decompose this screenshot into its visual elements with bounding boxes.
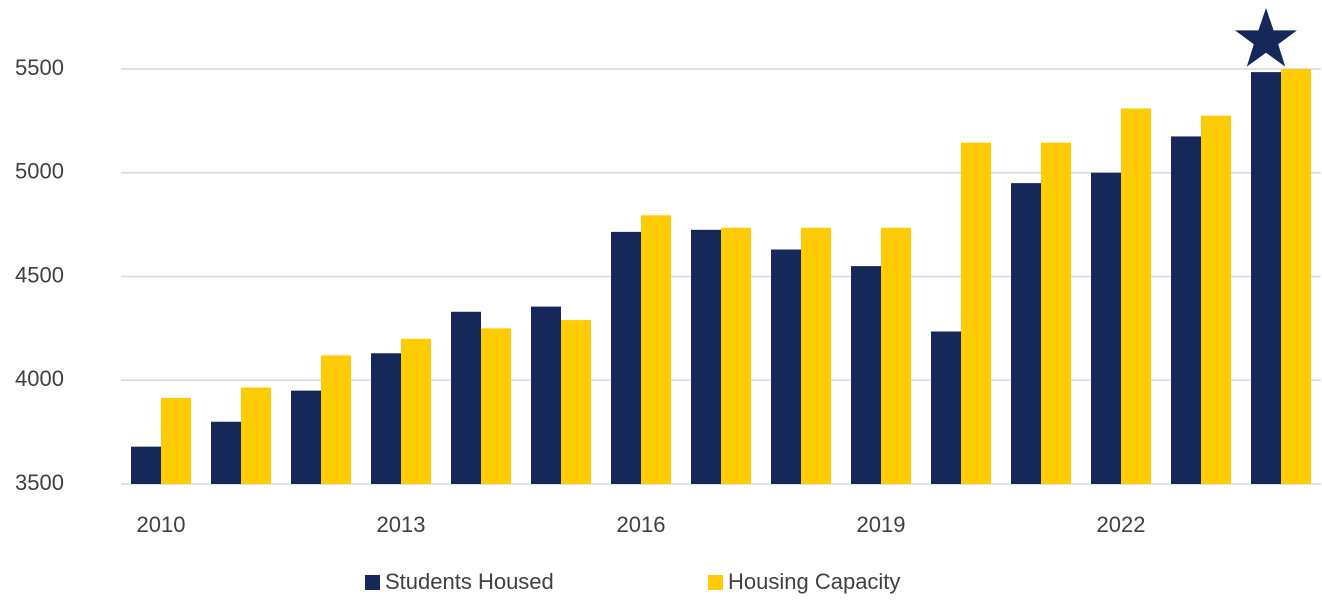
bar (371, 353, 401, 484)
bar (611, 231, 641, 484)
x-tick-label: 2016 (617, 512, 666, 537)
bar (291, 390, 321, 484)
legend-swatch (365, 575, 380, 590)
bar (851, 266, 881, 484)
bar (131, 446, 161, 484)
bar (881, 227, 911, 485)
star-marker (1235, 8, 1297, 67)
x-tick-label: 2019 (857, 512, 906, 537)
bar (931, 331, 961, 484)
bar (1201, 115, 1231, 484)
x-tick-label: 2010 (137, 512, 186, 537)
bar (1251, 72, 1281, 485)
bar (691, 229, 721, 484)
bar (321, 355, 351, 484)
bar (451, 311, 481, 484)
bar (771, 249, 801, 484)
bar (801, 227, 831, 485)
y-tick-label: 5000 (15, 159, 64, 184)
bar (531, 306, 561, 484)
x-tick-label: 2022 (1097, 512, 1146, 537)
bar (1011, 183, 1041, 484)
bar (561, 320, 591, 484)
bar (1281, 69, 1311, 484)
x-tick-label: 2013 (377, 512, 426, 537)
bar (241, 387, 271, 484)
bar (1121, 108, 1151, 485)
bar (1171, 136, 1201, 484)
bar (211, 421, 241, 484)
bar (1091, 172, 1121, 484)
y-tick-label: 3500 (15, 470, 64, 495)
bar (961, 142, 991, 484)
y-tick-label: 4000 (15, 366, 64, 391)
bar (401, 338, 431, 484)
bar (481, 328, 511, 484)
legend-label: Students Housed (385, 569, 554, 594)
bar (641, 215, 671, 484)
legend-swatch (708, 575, 723, 590)
bar (161, 397, 191, 484)
y-tick-label: 4500 (15, 262, 64, 287)
y-tick-label: 5500 (15, 55, 64, 80)
legend-label: Housing Capacity (728, 569, 900, 594)
bar (721, 227, 751, 485)
bar (1041, 142, 1071, 484)
